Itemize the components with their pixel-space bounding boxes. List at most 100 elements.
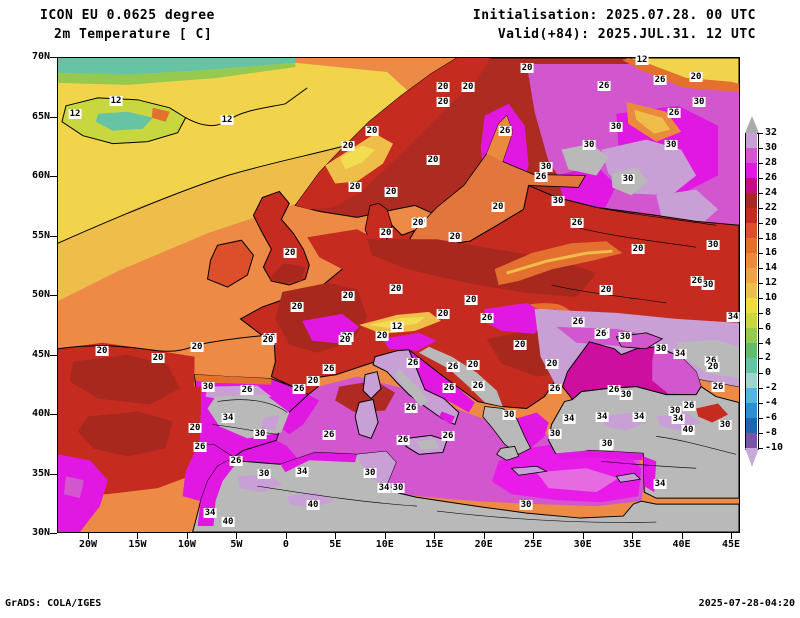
lat-tick-mark — [50, 533, 57, 534]
colorbar-label: -4 — [765, 397, 778, 408]
lat-tick-mark — [50, 295, 57, 296]
contour-label: 26 — [406, 358, 420, 368]
colorbar-label: 20 — [765, 217, 778, 228]
contour-label: 30 — [718, 420, 732, 430]
lon-tick-label: 5W — [230, 539, 243, 550]
contour-label: 20 — [436, 309, 450, 319]
colorbar-label: -8 — [765, 427, 778, 438]
contour-label: 26 — [441, 431, 455, 441]
contour-label: 20 — [283, 248, 297, 258]
colorbar-segment — [746, 283, 757, 298]
colorbar-label: 18 — [765, 232, 778, 243]
colorbar-segment — [746, 313, 757, 328]
colorbar-tick — [758, 223, 763, 224]
contour-label: 30 — [519, 500, 533, 510]
contour-label: 20 — [466, 360, 480, 370]
contour-label: 26 — [704, 356, 718, 366]
lat-tick-label: 55N — [31, 229, 50, 241]
lat-tick-mark — [50, 176, 57, 177]
contour-label: 40 — [221, 517, 235, 527]
colorbar-tick — [758, 268, 763, 269]
british-isles — [207, 190, 310, 288]
colorbar-segment — [746, 388, 757, 403]
contour-label: 12 — [109, 96, 123, 106]
colorbar-label: 12 — [765, 277, 778, 288]
lon-tick-mark — [731, 533, 732, 539]
colorbar-segment — [746, 298, 757, 313]
colorbar-tick — [758, 238, 763, 239]
lon-tick-mark — [533, 533, 535, 539]
colorbar-tick — [758, 313, 763, 314]
creation-stamp: 2025-07-28-04:20 — [698, 598, 795, 609]
colorbar-tick — [758, 193, 763, 194]
colorbar-label: 30 — [765, 142, 778, 153]
contour-label: 20 — [491, 202, 505, 212]
contour-label: 30 — [621, 174, 635, 184]
contour-label: 30 — [391, 483, 405, 493]
lon-tick-mark — [483, 533, 485, 539]
contour-label: 30 — [551, 196, 565, 206]
colorbar-segment — [746, 343, 757, 358]
contour-label: 20 — [520, 63, 534, 73]
colorbar-tick — [758, 343, 763, 344]
lon-tick-label: 0 — [282, 539, 289, 550]
lon-tick-label: 20E — [474, 539, 493, 550]
lon-tick-mark — [285, 533, 287, 539]
colorbar-segment — [746, 253, 757, 268]
colorbar-tick — [758, 148, 763, 149]
colorbar-tick — [758, 358, 763, 359]
colorbar-label: -6 — [765, 412, 778, 423]
lon-tick-label: 30E — [573, 539, 592, 550]
map-canvas — [57, 57, 740, 533]
contour-label: 26 — [292, 384, 306, 394]
contour-label: 20 — [365, 126, 379, 136]
colorbar-segment — [746, 238, 757, 253]
lon-tick-mark — [137, 533, 139, 539]
contour-label: 26 — [571, 317, 585, 327]
contour-label: 34 — [562, 414, 576, 424]
colorbar-tick — [758, 178, 763, 179]
contour-label: 30 — [600, 439, 614, 449]
model-title: ICON EU 0.0625 degree — [40, 8, 215, 23]
contour-label: 26 — [229, 456, 243, 466]
contour-label: 30 — [201, 382, 215, 392]
contour-label: 26 — [711, 382, 725, 392]
contour-label: 20 — [436, 97, 450, 107]
colorbar-tick — [758, 328, 763, 329]
contour-label: 26 — [396, 435, 410, 445]
colorbar-label: 22 — [765, 202, 778, 213]
iceland — [61, 97, 187, 145]
contour-label: 20 — [190, 342, 204, 352]
contour-label: 20 — [389, 284, 403, 294]
contour-label: 34 — [221, 413, 235, 423]
contour-label: 26 — [690, 276, 704, 286]
colorbar-tick — [758, 433, 763, 434]
contour-label: 26 — [607, 385, 621, 395]
colorbar-segment — [746, 193, 757, 208]
contour-label: 30 — [701, 280, 715, 290]
valid-time: Valid(+84): 2025.JUL.31. 12 UTC — [497, 27, 756, 42]
contour-label: 12 — [635, 55, 649, 65]
contour-label: 30 — [548, 429, 562, 439]
colorbar-tick — [758, 283, 763, 284]
lon-tick-label: 15W — [128, 539, 147, 550]
colorbar-label: 26 — [765, 172, 778, 183]
contour-label: 20 — [348, 182, 362, 192]
lon-tick-mark — [582, 533, 584, 539]
contour-label: 34 — [595, 412, 609, 422]
contour-label: 12 — [68, 109, 82, 119]
lon-tick-mark — [236, 533, 238, 539]
contour-label: 26 — [548, 384, 562, 394]
contour-label: 30 — [582, 140, 596, 150]
lon-tick-mark — [186, 533, 188, 539]
contour-label: 20 — [411, 218, 425, 228]
contour-label: 30 — [664, 140, 678, 150]
barents-corner — [622, 58, 739, 92]
contour-label: 20 — [513, 340, 527, 350]
lon-tick-label: 10W — [177, 539, 196, 550]
lon-tick-mark — [681, 533, 683, 539]
contour-label: 26 — [682, 401, 696, 411]
field-title: 2m Temperature [ C] — [54, 27, 213, 42]
contour-label: 20 — [599, 285, 613, 295]
